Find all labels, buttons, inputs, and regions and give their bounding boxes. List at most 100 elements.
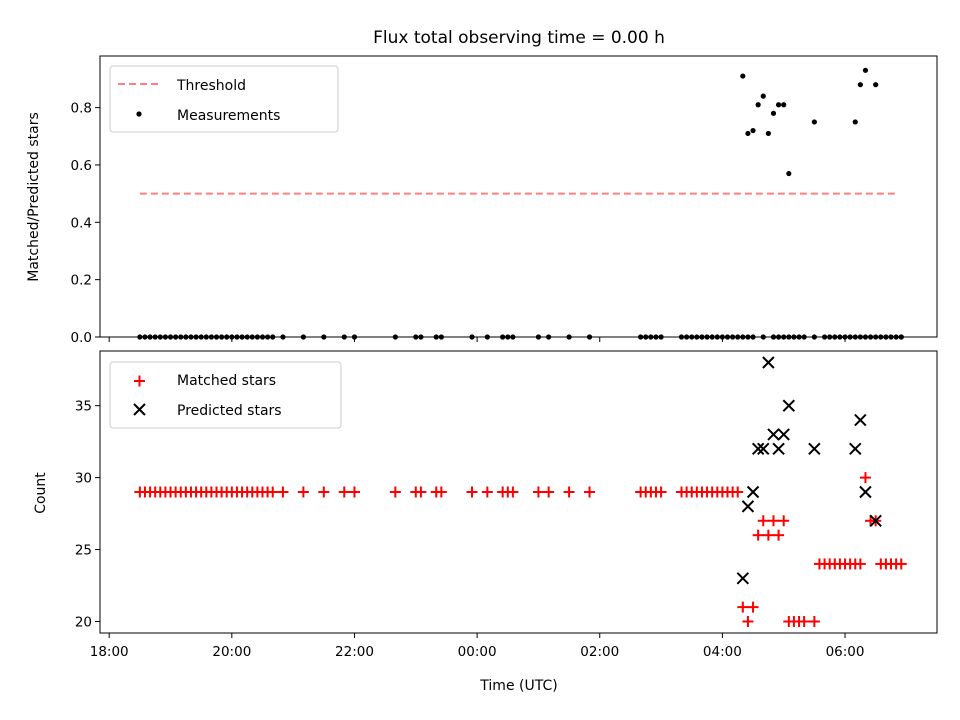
measurement-point xyxy=(566,334,572,340)
measurement-point xyxy=(873,82,879,88)
top-y-tick-label: 0.6 xyxy=(71,158,92,174)
measurement-point xyxy=(709,334,715,340)
measurement-point xyxy=(173,334,179,340)
predicted-star-marker xyxy=(777,428,790,441)
measurement-point xyxy=(750,334,756,340)
measurement-point xyxy=(183,334,189,340)
measurement-point xyxy=(300,334,306,340)
matched-star-marker xyxy=(348,486,360,498)
bottom-y-tick-label: 30 xyxy=(75,471,92,487)
measurement-point xyxy=(193,334,199,340)
matched-star-marker xyxy=(778,515,790,527)
measurement-point xyxy=(811,119,817,125)
measurement-point xyxy=(157,334,163,340)
measurement-point xyxy=(714,334,720,340)
measurement-point xyxy=(500,334,506,340)
matched-star-marker xyxy=(747,601,759,613)
measurement-point xyxy=(351,334,358,340)
measurement-point xyxy=(249,334,255,340)
matched-star-marker xyxy=(277,486,289,498)
predicted-star-marker xyxy=(859,485,872,499)
measurement-point xyxy=(653,334,659,340)
bottom-axes: 18:00 20:00 22:00 00:00 02:00 04:00 06:00 20 25 3… xyxy=(75,350,938,660)
matched-star-marker xyxy=(757,515,769,527)
top-y-tick-label: 0.4 xyxy=(71,215,92,231)
measurement-point xyxy=(730,334,736,340)
matched-legend-label: Matched stars xyxy=(177,373,276,389)
measurement-point xyxy=(837,334,843,340)
measurement-point xyxy=(689,334,695,340)
predicted-star-marker xyxy=(767,428,780,441)
measurement-point xyxy=(724,334,731,340)
measurement-point xyxy=(857,82,863,88)
bottom-legend: Matched stars Predicted stars xyxy=(109,361,342,429)
measurement-point xyxy=(745,130,751,137)
matched-star-marker xyxy=(507,486,519,498)
chart-title: Flux total observing time = 0.00 h xyxy=(373,28,665,48)
predicted-star-marker xyxy=(741,500,755,513)
predicted-star-marker xyxy=(772,442,785,456)
measurement-point xyxy=(270,334,276,340)
measurement-point xyxy=(750,127,756,134)
top-ylabel: Matched/Predicted stars xyxy=(26,112,42,282)
bottom-y-tick-label: 35 xyxy=(75,399,92,415)
bottom-legend-box xyxy=(109,361,342,429)
x-tick-label: 06:00 xyxy=(826,644,865,660)
measurement-point xyxy=(188,334,194,340)
predicted-legend-label: Predicted stars xyxy=(177,403,282,419)
measurement-point xyxy=(162,334,169,340)
measurement-point xyxy=(760,334,766,340)
matched-star-marker xyxy=(297,486,309,498)
measurement-point xyxy=(546,334,552,340)
measurement-point xyxy=(847,334,853,340)
measurement-point xyxy=(643,334,649,340)
measurement-point xyxy=(259,334,266,340)
measurement-point xyxy=(142,334,148,340)
measurement-point xyxy=(878,334,884,340)
measurement-point xyxy=(219,334,225,340)
measurement-point xyxy=(898,334,904,340)
measurement-point xyxy=(801,334,807,340)
matched-star-marker xyxy=(808,615,820,627)
measurement-point xyxy=(418,334,424,340)
measurement-point xyxy=(244,334,250,340)
bottom-ylabel: Count xyxy=(33,472,49,514)
predicted-star-marker xyxy=(869,514,882,527)
matched-star-marker xyxy=(752,529,764,541)
x-tick-label: 02:00 xyxy=(580,644,619,660)
measurement-point xyxy=(152,334,158,340)
predicted-legend-swatch xyxy=(133,403,146,416)
bottom-y-tick-label: 20 xyxy=(75,614,92,630)
measurement-point xyxy=(265,334,271,340)
measurement-point xyxy=(740,334,746,340)
matched-star-marker xyxy=(773,529,785,541)
bottom-y-tick-label: 25 xyxy=(75,543,92,559)
measurement-point xyxy=(740,73,746,79)
measurement-point xyxy=(852,334,858,340)
measurement-point xyxy=(224,334,230,340)
matched-star-marker xyxy=(543,486,555,498)
measurement-point xyxy=(760,93,766,99)
predicted-star-marker xyxy=(849,442,862,456)
x-tick-label: 00:00 xyxy=(458,644,497,660)
measurement-point xyxy=(203,334,209,340)
matched-star-marker xyxy=(435,486,447,498)
measurement-point xyxy=(775,334,782,340)
matched-star-marker xyxy=(318,486,330,498)
matched-star-marker xyxy=(415,486,427,498)
measurement-point xyxy=(433,334,439,340)
predicted-star-marker xyxy=(808,442,821,456)
matched-star-marker xyxy=(854,558,866,570)
matched-star-marker xyxy=(895,558,907,570)
measurement-point xyxy=(857,334,863,340)
matched-star-marker xyxy=(481,486,493,498)
predicted-star-marker xyxy=(757,442,770,456)
predicted-star-marker xyxy=(782,399,796,412)
threshold-legend-label: Threshold xyxy=(176,78,246,94)
matched-star-marker xyxy=(798,615,810,627)
measurement-point xyxy=(796,334,802,340)
matched-star-marker xyxy=(563,486,575,498)
measurement-point xyxy=(770,334,777,340)
matched-star-marker xyxy=(732,486,744,498)
measurements-legend-label: Measurements xyxy=(177,108,280,124)
